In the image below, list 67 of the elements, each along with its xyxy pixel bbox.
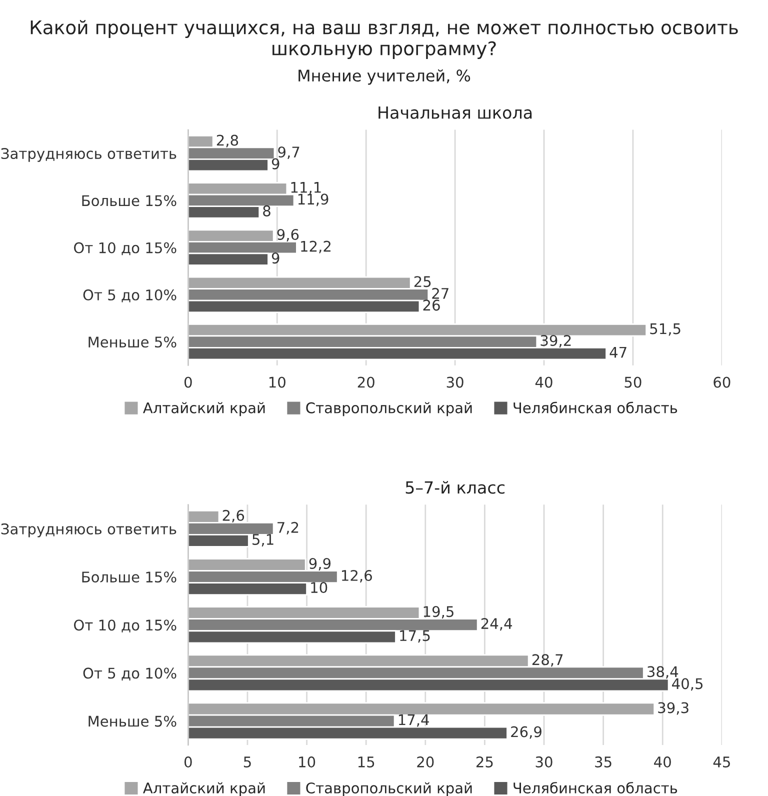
chart-title: 5–7-й класс — [406, 480, 504, 494]
data-label: 24,4 — [481, 618, 512, 631]
x-tick-label: 20 — [358, 376, 374, 388]
data-label: 17,5 — [400, 630, 430, 643]
data-label: 27 — [432, 288, 448, 299]
x-tick-label: 30 — [446, 376, 464, 388]
y-tick-label: Больше 15% — [82, 572, 176, 583]
x-tick-label: 45 — [713, 756, 730, 768]
data-label: 40,5 — [672, 678, 703, 691]
data-label: 2,6 — [222, 510, 244, 522]
legend-label: Алтайский край — [143, 782, 265, 796]
x-tick-label: 10 — [269, 376, 286, 388]
data-label: 11,9 — [298, 194, 328, 206]
y-tick-label: От 10 до 15% — [74, 242, 176, 256]
y-tick-label: Затрудняюсь ответить — [1, 523, 176, 538]
data-label: 10 — [311, 582, 328, 594]
x-tick-label: 20 — [417, 756, 434, 768]
x-tick-label: 0 — [184, 756, 192, 768]
x-tick-label: 10 — [299, 756, 316, 768]
data-label: 12,2 — [301, 240, 330, 254]
data-label: 9 — [272, 252, 280, 264]
data-label: 47 — [610, 346, 626, 358]
legend-label: Челябинская область — [514, 402, 678, 414]
text: Мнение учителей, % — [298, 69, 470, 85]
legend-label: Челябинская область — [514, 782, 678, 794]
y-tick-label: Затрудняюсь ответить — [1, 148, 176, 162]
legend-label: Ставропольский край — [306, 782, 472, 796]
y-tick-label: Меньше 5% — [88, 336, 176, 348]
data-label: 39,3 — [658, 702, 688, 715]
data-label: 12,6 — [342, 570, 372, 582]
x-tick-label: 50 — [624, 376, 642, 388]
data-label: 5,1 — [252, 534, 274, 546]
text: Какой процент учащихся, на ваш взгляд, не может полностью освоить школьную программу? — [30, 20, 738, 60]
y-tick-label: От 5 до 10% — [83, 668, 176, 680]
data-label: 51,5 — [650, 323, 680, 336]
x-tick-label: 40 — [654, 756, 671, 768]
data-label: 8 — [263, 205, 270, 216]
data-label: 26,9 — [511, 726, 542, 739]
x-tick-label: 60 — [714, 376, 730, 388]
data-label: 17,4 — [398, 714, 429, 727]
x-tick-label: 25 — [476, 756, 493, 768]
y-tick-label: От 5 до 10% — [83, 289, 176, 302]
data-label: 9,7 — [278, 146, 300, 160]
legend-label: Ставропольский край — [306, 402, 472, 416]
x-tick-label: 40 — [535, 376, 552, 388]
data-label: 28,7 — [532, 654, 563, 667]
data-label: 38,4 — [648, 666, 678, 679]
legend-label: Алтайский край — [143, 402, 265, 416]
data-label: 39,2 — [540, 335, 571, 348]
y-tick-label: Меньше 5% — [88, 716, 176, 727]
x-tick-label: 30 — [536, 756, 552, 768]
data-label: 7,2 — [278, 522, 298, 534]
x-tick-label: 5 — [244, 756, 251, 768]
data-label: 9,9 — [309, 558, 331, 570]
y-tick-label: Больше 15% — [82, 195, 176, 206]
data-label: 26 — [423, 300, 440, 311]
x-tick-label: 0 — [184, 376, 192, 388]
x-tick-label: 15 — [358, 756, 374, 768]
chart-title: Начальная школа — [378, 106, 532, 119]
data-label: 25 — [414, 276, 431, 288]
y-tick-label: От 10 до 15% — [74, 620, 176, 632]
data-label: 11,1 — [291, 182, 321, 194]
data-label: 2,8 — [216, 134, 238, 148]
data-label: 9 — [272, 158, 280, 170]
x-tick-label: 35 — [595, 756, 612, 768]
data-label: 9,6 — [277, 228, 299, 242]
data-label: 19,5 — [424, 606, 454, 619]
